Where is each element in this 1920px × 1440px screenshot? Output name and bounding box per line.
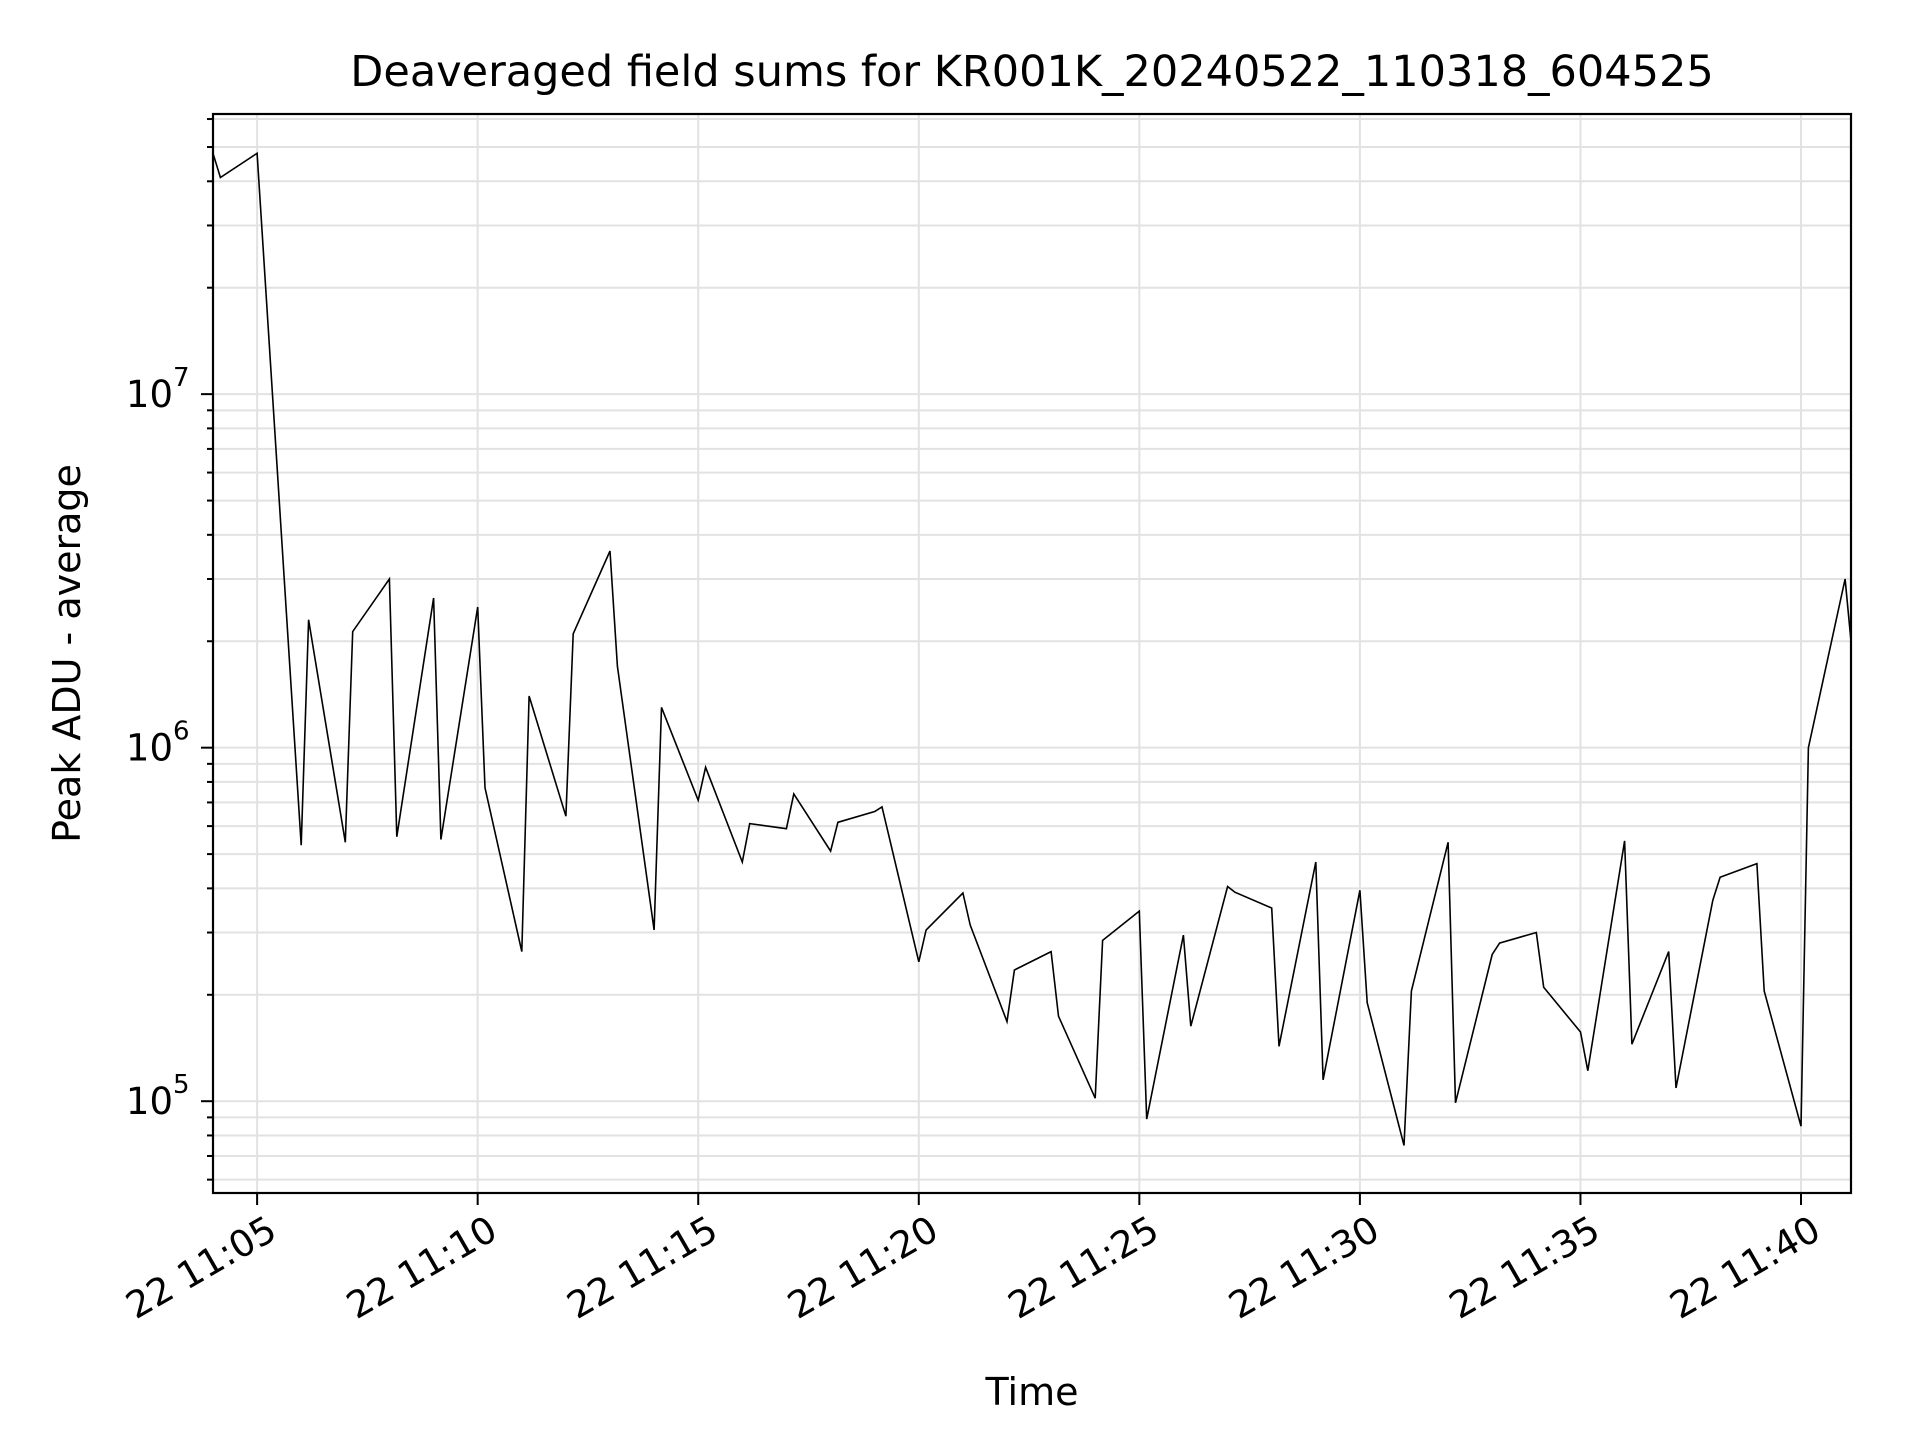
x-tick-labels: 22 11:05 22 11:10 22 11:15 22 11:20 22 11:25… xyxy=(119,1208,1828,1328)
y-tick-exponent: 5 xyxy=(173,1070,190,1100)
grid xyxy=(213,114,1851,1193)
x-tick-label: 22 11:05 xyxy=(119,1208,284,1328)
plot-frame xyxy=(211,112,1853,1195)
y-tick-label: 10 xyxy=(126,1080,173,1123)
x-tick-label: 22 11:25 xyxy=(1001,1208,1166,1328)
x-tick-label: 22 11:30 xyxy=(1222,1208,1387,1328)
axis-ticks xyxy=(201,118,1803,1205)
y-tick-exponent: 6 xyxy=(173,717,190,747)
y-tick-exponent: 7 xyxy=(173,363,190,393)
x-tick-label: 22 11:20 xyxy=(780,1208,945,1328)
x-tick-label: 22 11:15 xyxy=(560,1208,725,1328)
y-tick-label: 10 xyxy=(126,727,173,770)
x-tick-label: 22 11:10 xyxy=(339,1208,504,1328)
x-axis-label: Time xyxy=(985,1370,1079,1414)
series-line xyxy=(212,151,1852,1146)
chart-title: Deaveraged field sums for KR001K_2024052… xyxy=(350,47,1713,97)
y-tick-label: 10 xyxy=(126,373,173,416)
x-tick-label: 22 11:40 xyxy=(1663,1208,1828,1328)
y-axis-label: Peak ADU - average xyxy=(45,464,89,843)
x-tick-label: 22 11:35 xyxy=(1442,1208,1607,1328)
